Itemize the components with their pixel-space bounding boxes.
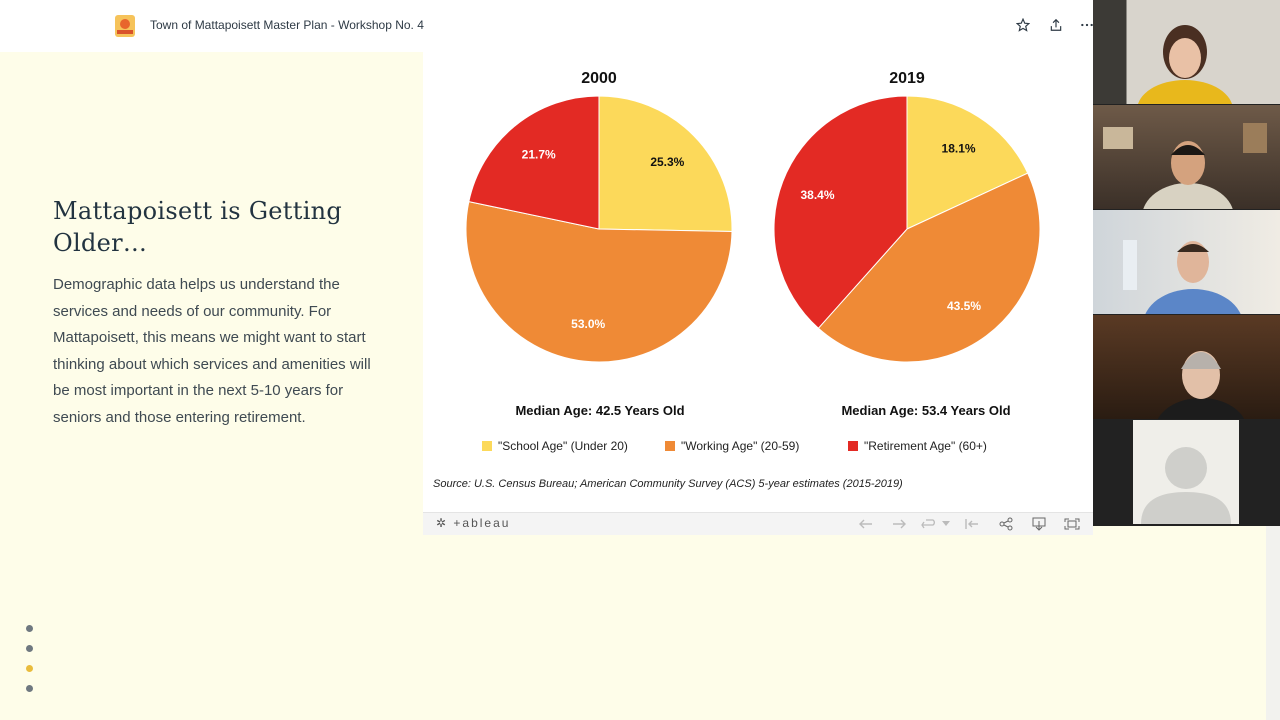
slide-dot-3-active[interactable] — [26, 665, 33, 672]
participant-video — [1123, 240, 1241, 314]
slide-text-panel — [0, 52, 423, 532]
slide-nav-dots — [26, 625, 33, 705]
legend-item-working[interactable]: "Working Age" (20-59) — [665, 439, 799, 453]
video-participants-panel — [1093, 0, 1280, 526]
tableau-logo-icon: ✲ — [436, 516, 449, 530]
participant-tile[interactable] — [1093, 210, 1280, 314]
tableau-toolbar: ✲ +ableau — [423, 512, 1093, 535]
slide-dot-2[interactable] — [26, 645, 33, 652]
revert-icon[interactable] — [920, 515, 938, 533]
share-icon[interactable] — [997, 515, 1015, 533]
undo-icon[interactable] — [857, 515, 875, 533]
pie-label-2000-school: 25.3% — [650, 155, 684, 169]
pie-title-2019: 2019 — [889, 70, 925, 87]
participant-tile[interactable] — [1093, 105, 1280, 209]
legend-swatch-school — [482, 441, 492, 451]
avatar-placeholder-icon — [1141, 447, 1231, 524]
pie-slice-2000-school[interactable] — [598, 95, 733, 233]
pie-label-2000-retirement: 21.7% — [522, 148, 556, 162]
tableau-logo-text: +ableau — [453, 516, 511, 530]
share-icon[interactable] — [1046, 15, 1066, 35]
participant-video — [1137, 25, 1233, 104]
slide-heading: Mattapoisett is Getting Older… — [53, 197, 343, 257]
legend-label-retirement: "Retirement Age" (60+) — [864, 439, 987, 453]
median-age-2019: Median Age: 53.4 Years Old — [841, 403, 1011, 418]
pie-slice-2000-retirement[interactable] — [468, 95, 600, 230]
pie-slice-2019-school[interactable] — [906, 95, 1029, 230]
legend-item-school[interactable]: "School Age" (Under 20) — [482, 439, 628, 453]
presentation-title: Town of Mattapoisett Master Plan - Works… — [150, 18, 424, 32]
slide-body: Demographic data helps us understand the… — [53, 276, 371, 426]
participant-video — [1157, 351, 1245, 419]
star-icon[interactable] — [1013, 15, 1033, 35]
revert-menu-chevron-icon[interactable] — [940, 515, 952, 533]
pie-label-2019-school: 18.1% — [942, 141, 976, 155]
reset-icon[interactable] — [963, 515, 981, 533]
redo-icon[interactable] — [890, 515, 908, 533]
pie-label-2000-working: 53.0% — [571, 317, 605, 331]
legend-swatch-working — [665, 441, 675, 451]
tableau-logo: ✲ +ableau — [436, 516, 510, 530]
fullscreen-icon[interactable] — [1063, 515, 1081, 533]
pie-slice-2019-retirement[interactable] — [773, 95, 908, 329]
legend-label-working: "Working Age" (20-59) — [681, 439, 800, 453]
presentation-header: Town of Mattapoisett Master Plan - Works… — [0, 0, 1093, 53]
pie-slice-2019-working[interactable] — [817, 172, 1041, 363]
legend-item-retirement[interactable]: "Retirement Age" (60+) — [848, 439, 987, 453]
legend-swatch-retirement — [848, 441, 858, 451]
source-note: Source: U.S. Census Bureau; American Com… — [433, 478, 903, 490]
slide-dot-4[interactable] — [26, 685, 33, 692]
pie-label-2019-working: 43.5% — [947, 299, 981, 313]
participant-tile[interactable] — [1093, 0, 1280, 104]
town-logo-icon — [115, 15, 135, 37]
legend-label-school: "School Age" (Under 20) — [498, 439, 628, 453]
participant-tile[interactable] — [1133, 420, 1239, 524]
download-icon[interactable] — [1030, 515, 1048, 533]
tableau-viz[interactable]: 2000 2019 25.3% 53.0% 21.7% 18.1% 43.5% 38.4%… — [423, 52, 1093, 512]
pie-title-2000: 2000 — [581, 70, 617, 87]
pie-label-2019-retirement: 38.4% — [801, 188, 835, 202]
slide-dot-1[interactable] — [26, 625, 33, 632]
participant-tile[interactable] — [1093, 315, 1280, 419]
participant-video — [1103, 123, 1267, 209]
more-icon[interactable] — [1077, 15, 1097, 35]
scrollbar-track[interactable] — [1266, 526, 1280, 720]
pie-charts[interactable]: 25.3% 53.0% 21.7% 18.1% 43.5% 38.4% — [423, 52, 1093, 382]
median-age-2000: Median Age: 42.5 Years Old — [515, 403, 685, 418]
pie-slice-2000-working[interactable] — [465, 201, 733, 363]
